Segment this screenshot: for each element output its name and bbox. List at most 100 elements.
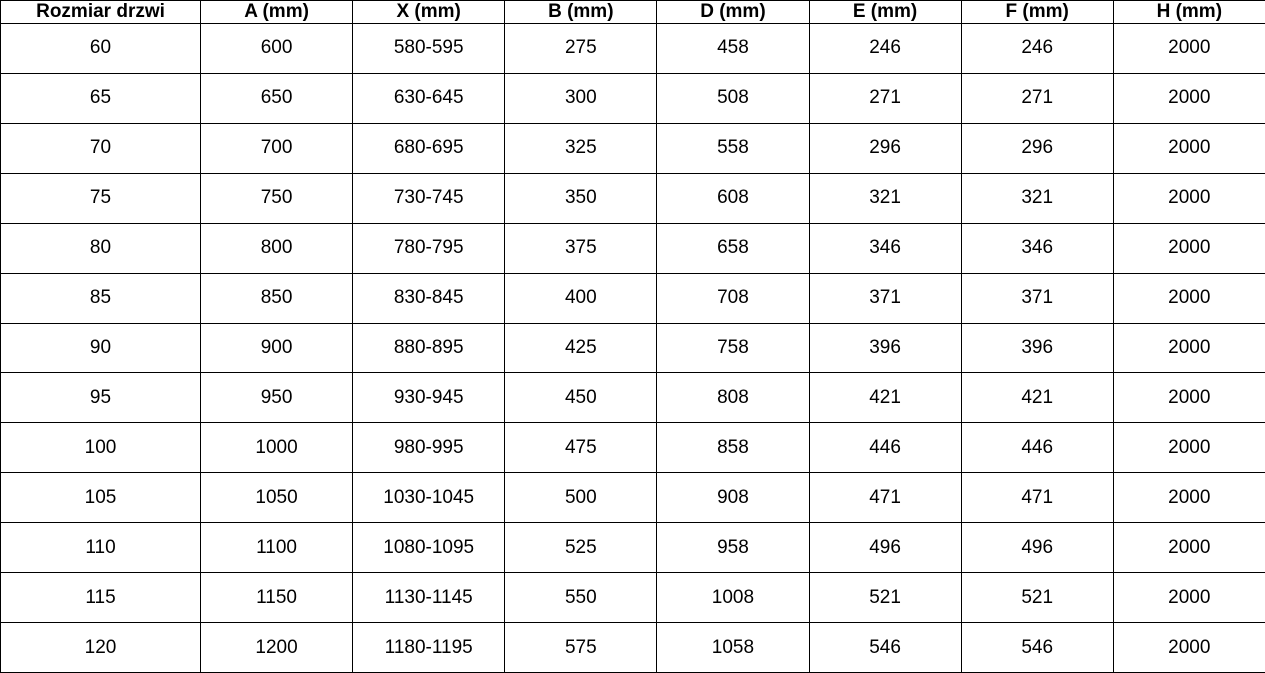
table-row: 110 1100 1080-1095 525 958 496 496 2000 xyxy=(0,522,1265,574)
table-cell: 100 xyxy=(0,422,201,474)
table-cell: 458 xyxy=(656,23,810,74)
table-cell: 120 xyxy=(0,622,201,673)
table-cell: 950 xyxy=(199,372,354,424)
table-cell: 2000 xyxy=(1112,272,1265,324)
table-row: 95 950 930-945 450 808 421 421 2000 xyxy=(0,372,1265,424)
table-cell: 371 xyxy=(960,272,1114,324)
table-cell: 271 xyxy=(960,72,1114,124)
table-row: 105 1050 1030-1045 500 908 471 471 2000 xyxy=(0,472,1265,524)
table-cell: 95 xyxy=(0,372,201,424)
table-cell: 471 xyxy=(808,472,962,524)
table-cell: 580-595 xyxy=(352,23,506,74)
table-cell: 2000 xyxy=(1112,372,1265,424)
table-cell: 396 xyxy=(960,322,1114,374)
table-cell: 730-745 xyxy=(352,172,506,224)
table-cell: 80 xyxy=(0,222,201,274)
table-cell: 2000 xyxy=(1112,122,1265,174)
table-cell: 575 xyxy=(504,622,658,673)
column-header-e-mm: E (mm) xyxy=(808,0,962,24)
table-cell: 808 xyxy=(656,372,810,424)
table-cell: 396 xyxy=(808,322,962,374)
table-cell: 780-795 xyxy=(352,222,506,274)
table-cell: 496 xyxy=(960,522,1114,574)
table-cell: 296 xyxy=(808,122,962,174)
table-cell: 2000 xyxy=(1112,72,1265,124)
table-cell: 1200 xyxy=(199,622,354,673)
table-cell: 2000 xyxy=(1112,23,1265,74)
table-cell: 546 xyxy=(808,622,962,673)
table-cell: 300 xyxy=(504,72,658,124)
table-cell: 850 xyxy=(199,272,354,324)
table-cell: 446 xyxy=(808,422,962,474)
table-cell: 1030-1045 xyxy=(352,472,506,524)
table-cell: 980-995 xyxy=(352,422,506,474)
table-cell: 800 xyxy=(199,222,354,274)
table-cell: 630-645 xyxy=(352,72,506,124)
table-cell: 750 xyxy=(199,172,354,224)
table-cell: 1000 xyxy=(199,422,354,474)
table-cell: 500 xyxy=(504,472,658,524)
table-cell: 2000 xyxy=(1112,172,1265,224)
header-row: Rozmiar drzwi A (mm) X (mm) B (mm) D (mm… xyxy=(0,0,1265,24)
table-cell: 496 xyxy=(808,522,962,574)
table-cell: 85 xyxy=(0,272,201,324)
table-cell: 346 xyxy=(960,222,1114,274)
table-cell: 608 xyxy=(656,172,810,224)
table-cell: 908 xyxy=(656,472,810,524)
table-cell: 2000 xyxy=(1112,222,1265,274)
table-cell: 471 xyxy=(960,472,1114,524)
table-cell: 708 xyxy=(656,272,810,324)
table-cell: 658 xyxy=(656,222,810,274)
table-row: 85 850 830-845 400 708 371 371 2000 xyxy=(0,272,1265,324)
table-row: 90 900 880-895 425 758 396 396 2000 xyxy=(0,322,1265,374)
table-cell: 1050 xyxy=(199,472,354,524)
table-cell: 371 xyxy=(808,272,962,324)
table-row: 70 700 680-695 325 558 296 296 2000 xyxy=(0,122,1265,174)
table-cell: 1100 xyxy=(199,522,354,574)
table-cell: 1058 xyxy=(656,622,810,673)
table-cell: 900 xyxy=(199,322,354,374)
table-row: 60 600 580-595 275 458 246 246 2000 xyxy=(0,23,1265,74)
table-row: 65 650 630-645 300 508 271 271 2000 xyxy=(0,72,1265,124)
table-cell: 1130-1145 xyxy=(352,572,506,624)
table-cell: 680-695 xyxy=(352,122,506,174)
table-cell: 546 xyxy=(960,622,1114,673)
column-header-b-mm: B (mm) xyxy=(504,0,658,24)
table-cell: 70 xyxy=(0,122,201,174)
table-row: 80 800 780-795 375 658 346 346 2000 xyxy=(0,222,1265,274)
column-header-f-mm: F (mm) xyxy=(960,0,1114,24)
table-cell: 115 xyxy=(0,572,201,624)
table-cell: 425 xyxy=(504,322,658,374)
table-body: 60 600 580-595 275 458 246 246 2000 65 650 630-645… xyxy=(0,23,1265,673)
table-cell: 508 xyxy=(656,72,810,124)
table-cell: 758 xyxy=(656,322,810,374)
table-row: 100 1000 980-995 475 858 446 446 2000 xyxy=(0,422,1265,474)
table-cell: 421 xyxy=(808,372,962,424)
column-header-h-mm: H (mm) xyxy=(1112,0,1265,24)
table-cell: 325 xyxy=(504,122,658,174)
column-header-a-mm: A (mm) xyxy=(199,0,354,24)
table-cell: 930-945 xyxy=(352,372,506,424)
table-cell: 296 xyxy=(960,122,1114,174)
table-cell: 421 xyxy=(960,372,1114,424)
table-cell: 246 xyxy=(808,23,962,74)
table-cell: 1180-1195 xyxy=(352,622,506,673)
table-row: 75 750 730-745 350 608 321 321 2000 xyxy=(0,172,1265,224)
column-header-rozmiar-drzwi: Rozmiar drzwi xyxy=(0,0,201,24)
column-header-x-mm: X (mm) xyxy=(352,0,506,24)
table-row: 120 1200 1180-1195 575 1058 546 546 2000 xyxy=(0,622,1265,673)
table-cell: 400 xyxy=(504,272,658,324)
table-cell: 700 xyxy=(199,122,354,174)
table-cell: 1008 xyxy=(656,572,810,624)
table-cell: 446 xyxy=(960,422,1114,474)
table-cell: 75 xyxy=(0,172,201,224)
table-cell: 1150 xyxy=(199,572,354,624)
table-cell: 375 xyxy=(504,222,658,274)
table-cell: 2000 xyxy=(1112,322,1265,374)
table-cell: 271 xyxy=(808,72,962,124)
table-cell: 2000 xyxy=(1112,522,1265,574)
column-header-d-mm: D (mm) xyxy=(656,0,810,24)
table-cell: 346 xyxy=(808,222,962,274)
table-cell: 2000 xyxy=(1112,572,1265,624)
